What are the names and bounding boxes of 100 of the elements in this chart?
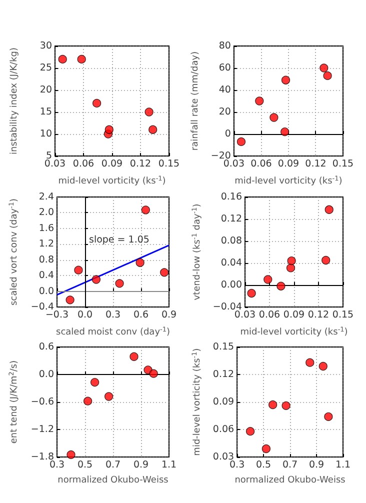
x-tick-label: 0.9 (133, 460, 149, 470)
point (149, 369, 158, 378)
point (92, 275, 100, 284)
x-tick-label: 0.3 (49, 460, 65, 470)
point (324, 205, 334, 214)
y-tick-label: 0.8 (38, 254, 54, 266)
x-tick-label: −0.3 (45, 310, 69, 320)
x-tick-label: 0.6 (133, 310, 149, 320)
y-tick-label: 0.16 (220, 192, 242, 202)
y-tick-label: 0.09 (212, 396, 234, 408)
point (66, 296, 74, 304)
point (130, 352, 138, 361)
point (262, 444, 270, 454)
point (58, 54, 67, 64)
point (141, 206, 150, 214)
y-tick-label: 25 (40, 62, 52, 74)
point (144, 108, 154, 116)
point (236, 137, 246, 146)
y-axis-title: instability index (J/K/kg) (10, 48, 20, 154)
x-tick-label: 0.9 (161, 310, 177, 320)
y-tick-label: 0.06 (212, 424, 234, 435)
x-axis-title: normalized Okubo-Weiss (58, 476, 169, 486)
point (322, 256, 330, 265)
point (268, 400, 278, 410)
y-tick-label: 20 (40, 84, 52, 96)
x-tick-label: 0.12 (130, 158, 152, 170)
point (160, 268, 169, 277)
x-tick-label: 0.15 (158, 158, 180, 170)
y-tick-label: 0 (224, 128, 231, 140)
point (318, 362, 328, 371)
y-tick-label: 0.08 (220, 236, 242, 246)
y-tick-label: 60 (218, 62, 231, 74)
point (136, 258, 144, 267)
point (324, 412, 333, 421)
x-axis-title: normalized Okubo-Weiss (234, 476, 346, 486)
point (77, 54, 86, 64)
point (148, 125, 158, 134)
point (92, 98, 102, 108)
y-tick-label: 0.04 (220, 258, 242, 268)
point (320, 64, 328, 72)
x-tick-label: 0.0 (77, 310, 93, 320)
annotation: slope = 1.05 (89, 234, 150, 246)
y-tick-label: 0.12 (220, 214, 242, 224)
point (74, 266, 83, 274)
x-tick-label: 0.7 (282, 460, 298, 470)
x-tick-label: 1.1 (335, 460, 351, 470)
y-tick-label: 0.0 (38, 286, 54, 297)
x-tick-label: 0.06 (250, 158, 272, 170)
x-tick-label: 0.9 (308, 460, 324, 470)
point (84, 396, 92, 406)
x-tick-label: 0.06 (258, 310, 280, 320)
x-tick-label: 0.03 (234, 310, 256, 320)
point (104, 392, 114, 401)
x-tick-label: 0.3 (105, 310, 121, 320)
point (281, 76, 290, 84)
point (287, 256, 296, 266)
x-tick-label: 0.09 (283, 310, 305, 320)
y-tick-label: 0.6 (38, 342, 54, 352)
point (246, 427, 255, 436)
x-tick-label: 0.3 (230, 460, 245, 470)
y-tick-label: 0.4 (38, 270, 54, 282)
x-tick-label: 0.09 (278, 158, 300, 170)
y-tick-label: 0.15 (212, 342, 234, 352)
y-tick-label: 30 (40, 40, 52, 52)
point (66, 450, 76, 460)
y-tick-label: −1.2 (30, 424, 54, 435)
x-tick-label: 0.15 (332, 310, 354, 320)
y-tick-label: 20 (218, 106, 231, 118)
point (90, 378, 100, 387)
y-tick-label: 15 (40, 106, 52, 118)
point (270, 113, 278, 122)
point (286, 264, 296, 272)
y-tick-label: −0.4 (30, 302, 54, 312)
x-tick-label: 0.12 (308, 310, 330, 320)
y-tick-label: 2.4 (38, 192, 54, 202)
y-tick-label: 0.12 (212, 369, 234, 380)
y-tick-label: −0.6 (30, 396, 54, 408)
point (104, 125, 114, 134)
point (115, 279, 124, 288)
point (247, 288, 256, 298)
y-tick-label: 40 (218, 84, 231, 96)
y-axis-title: rainfall rate (mm/day) (190, 51, 200, 151)
x-tick-label: 1.1 (161, 460, 177, 470)
point (280, 128, 290, 136)
x-tick-label: 0.06 (72, 158, 94, 170)
x-tick-label: 0.12 (305, 158, 326, 170)
point (323, 71, 332, 80)
point (282, 401, 290, 410)
y-tick-label: 1.6 (38, 222, 54, 234)
point (264, 275, 272, 284)
y-tick-label: 0.0 (38, 369, 54, 380)
y-tick-label: 1.2 (38, 238, 54, 250)
x-tick-label: 0.5 (256, 460, 272, 470)
point (276, 282, 286, 290)
x-tick-label: 0.5 (77, 460, 93, 470)
x-tick-label: 0.7 (105, 460, 121, 470)
y-tick-label: 0.00 (220, 280, 242, 290)
x-tick-label: 0.09 (101, 158, 123, 170)
point (255, 96, 264, 106)
point (306, 358, 314, 367)
